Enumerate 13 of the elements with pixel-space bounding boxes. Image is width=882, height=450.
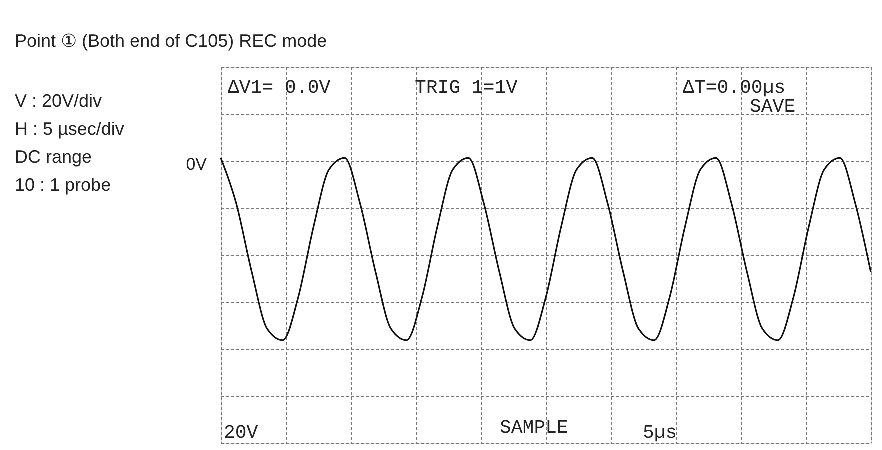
text: DC range [15,147,92,167]
text: H : 5 µsec/div [15,119,124,139]
chart-title: Point ① (Both end of C105) REC mode [15,31,328,51]
text: ΔT=0.00µs [683,77,786,99]
text: V : 20V/div [15,91,102,111]
annotation: 20V [224,422,259,444]
text: SAVE [750,96,796,118]
text: 0V [186,155,208,174]
text: 10 : 1 probe [15,175,112,195]
text: TRIG 1=1V [415,77,518,99]
annotation: 5µs [643,422,678,444]
annotation: SAMPLE [500,417,568,439]
text: ΔV1= 0.0V [228,77,332,99]
